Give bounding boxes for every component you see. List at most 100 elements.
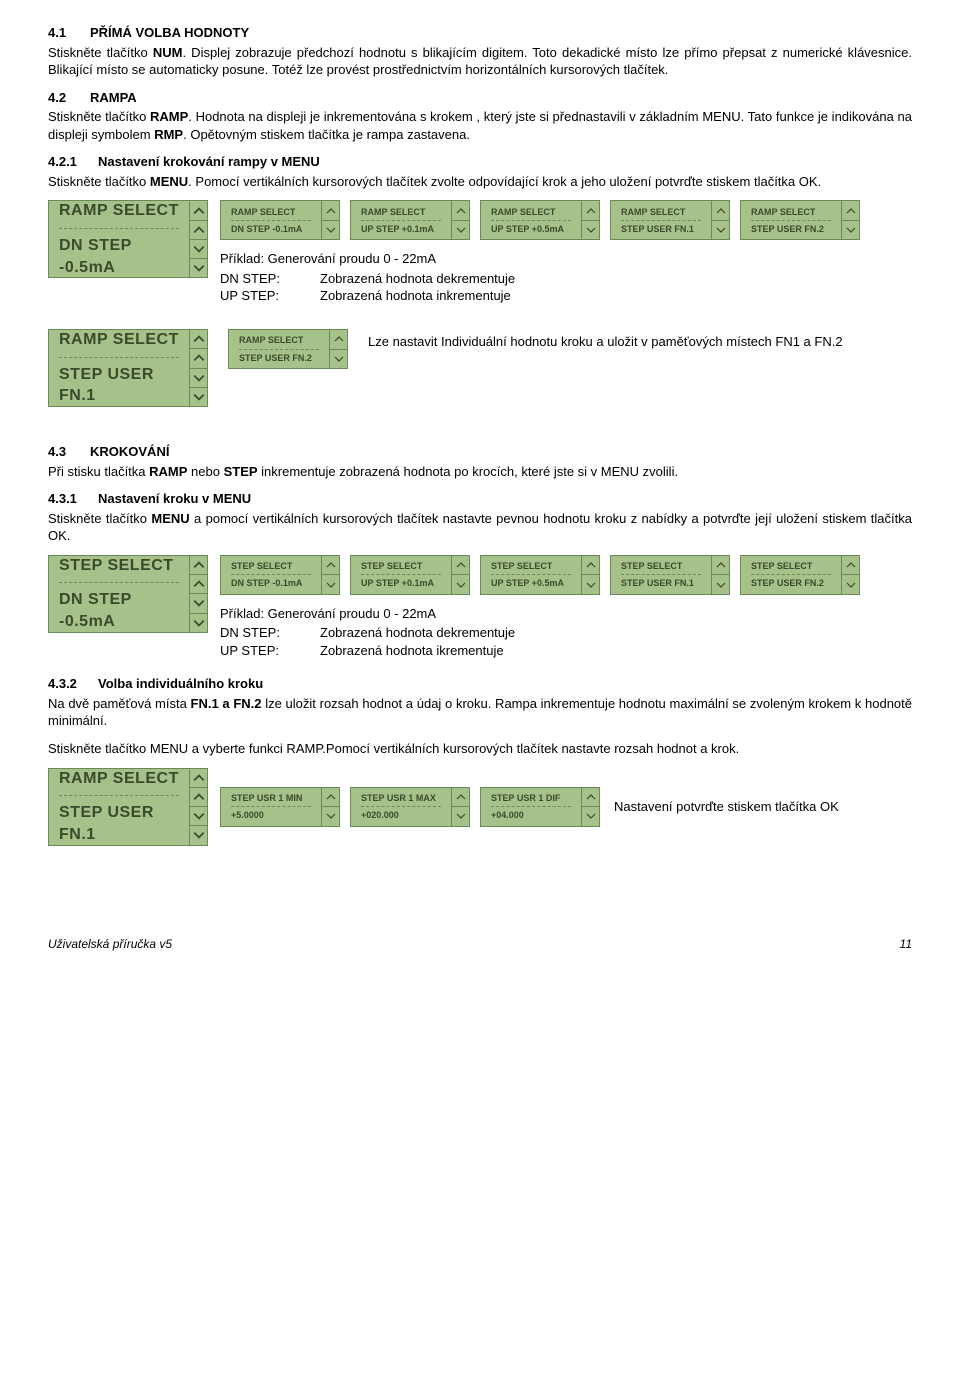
section-4-3-1-body: Stiskněte tlačítko MENU a pomocí vertiká… bbox=[48, 510, 912, 545]
lcd-ramp-user-big2: RAMP SELECT STEP USER FN.1 bbox=[48, 768, 208, 846]
lcd-line2: DN STEP -0.5mA bbox=[59, 229, 179, 278]
chevron-up-icon[interactable] bbox=[190, 348, 207, 367]
sec-title: Nastavení kroku v MENU bbox=[98, 491, 251, 506]
section-4-1-heading: 4.1PŘÍMÁ VOLBA HODNOTY bbox=[48, 24, 912, 42]
chevron-up-icon[interactable] bbox=[190, 330, 207, 348]
lcd-usr-small-2: STEP USR 1 DIF+04.000 bbox=[480, 787, 600, 827]
chevron-down-icon[interactable] bbox=[190, 825, 207, 844]
lcd-line2: DN STEP -0.1mA bbox=[231, 575, 311, 589]
lcd-ramp-small-user2: RAMP SELECTSTEP USER FN.2 bbox=[228, 329, 348, 369]
lcd-ramp-small-0: RAMP SELECTDN STEP -0.1mA bbox=[220, 200, 340, 240]
section-4-2-1-heading: 4.2.1Nastavení krokování rampy v MENU bbox=[48, 153, 912, 171]
chevron-down-icon[interactable] bbox=[452, 220, 469, 240]
chevron-down-icon[interactable] bbox=[582, 220, 599, 240]
sec-title: PŘÍMÁ VOLBA HODNOTY bbox=[90, 25, 249, 40]
lcd-arrows bbox=[581, 201, 599, 239]
step-select-row: STEP SELECT DN STEP -0.5mA STEP SELECTDN… bbox=[48, 555, 912, 660]
section-4-3-2-p1: Na dvě paměťová místa FN.1 a FN.2 lze ul… bbox=[48, 695, 912, 730]
chevron-up-icon[interactable] bbox=[190, 201, 207, 219]
chevron-up-icon[interactable] bbox=[190, 556, 207, 574]
lcd-line1: RAMP SELECT bbox=[621, 206, 701, 221]
lcd-arrows bbox=[841, 201, 859, 239]
lcd-line1: STEP SELECT bbox=[621, 560, 701, 575]
chevron-down-icon[interactable] bbox=[842, 574, 859, 594]
sec-num: 4.2 bbox=[48, 89, 90, 107]
chevron-down-icon[interactable] bbox=[712, 220, 729, 240]
chevron-down-icon[interactable] bbox=[452, 806, 469, 826]
sec-title: KROKOVÁNÍ bbox=[90, 444, 169, 459]
footer-left: Uživatelská příručka v5 bbox=[48, 936, 172, 952]
chevron-up-icon[interactable] bbox=[452, 788, 469, 807]
lcd-ramp-small-1: RAMP SELECTUP STEP +0.1mA bbox=[350, 200, 470, 240]
lcd-line2: DN STEP -0.5mA bbox=[59, 583, 179, 632]
ramp-user-config-row: RAMP SELECT STEP USER FN.1 STEP USR 1 MI… bbox=[48, 768, 912, 846]
chevron-down-icon[interactable] bbox=[190, 239, 207, 258]
usr-small-row: STEP USR 1 MIN+5.0000STEP USR 1 MAX+020.… bbox=[220, 787, 600, 827]
chevron-up-icon[interactable] bbox=[322, 788, 339, 807]
chevron-down-icon[interactable] bbox=[322, 574, 339, 594]
lcd-line2: UP STEP +0.1mA bbox=[361, 221, 441, 235]
ramp-select-row: RAMP SELECT DN STEP -0.5mA RAMP SELECTDN… bbox=[48, 200, 912, 305]
lcd-arrows bbox=[451, 556, 469, 594]
ramp-user-row: RAMP SELECT STEP USER FN.1 RAMP SELECTST… bbox=[48, 329, 912, 407]
section-4-3-heading: 4.3KROKOVÁNÍ bbox=[48, 443, 912, 461]
lcd-line2: STEP USER FN.2 bbox=[751, 575, 831, 589]
section-4-3-1-heading: 4.3.1Nastavení kroku v MENU bbox=[48, 490, 912, 508]
lcd-line2: +5.0000 bbox=[231, 807, 311, 821]
chevron-up-icon[interactable] bbox=[190, 769, 207, 787]
chevron-up-icon[interactable] bbox=[190, 220, 207, 239]
lcd-arrows bbox=[329, 330, 347, 368]
page-footer: Uživatelská příručka v5 11 bbox=[48, 936, 912, 952]
lcd-line1: STEP USR 1 DIF bbox=[491, 792, 571, 807]
lcd-line1: RAMP SELECT bbox=[361, 206, 441, 221]
lcd-arrows bbox=[581, 788, 599, 826]
chevron-down-icon[interactable] bbox=[582, 806, 599, 826]
chevron-up-icon[interactable] bbox=[842, 556, 859, 575]
chevron-up-icon[interactable] bbox=[330, 330, 347, 349]
sec-title: Volba individuálního kroku bbox=[98, 676, 263, 691]
chevron-down-icon[interactable] bbox=[190, 593, 207, 612]
chevron-up-icon[interactable] bbox=[582, 788, 599, 807]
chevron-up-icon[interactable] bbox=[190, 787, 207, 806]
lcd-line1: RAMP SELECT bbox=[239, 334, 319, 349]
lcd-arrows bbox=[451, 201, 469, 239]
lcd-ramp-small-4: RAMP SELECTSTEP USER FN.2 bbox=[740, 200, 860, 240]
lcd-arrows bbox=[189, 201, 207, 277]
lcd-arrows bbox=[711, 201, 729, 239]
section-4-2-body: Stiskněte tlačítko RAMP. Hodnota na disp… bbox=[48, 108, 912, 143]
chevron-up-icon[interactable] bbox=[322, 556, 339, 575]
chevron-down-icon[interactable] bbox=[190, 613, 207, 632]
chevron-up-icon[interactable] bbox=[452, 201, 469, 220]
chevron-down-icon[interactable] bbox=[322, 220, 339, 240]
chevron-down-icon[interactable] bbox=[190, 368, 207, 387]
chevron-down-icon[interactable] bbox=[190, 387, 207, 406]
sec-num: 4.1 bbox=[48, 24, 90, 42]
chevron-down-icon[interactable] bbox=[582, 574, 599, 594]
lcd-ramp-user-big: RAMP SELECT STEP USER FN.1 bbox=[48, 329, 208, 407]
lcd-line2: UP STEP +0.5mA bbox=[491, 575, 571, 589]
chevron-up-icon[interactable] bbox=[582, 556, 599, 575]
chevron-up-icon[interactable] bbox=[190, 574, 207, 593]
chevron-up-icon[interactable] bbox=[322, 201, 339, 220]
chevron-down-icon[interactable] bbox=[452, 574, 469, 594]
chevron-down-icon[interactable] bbox=[712, 574, 729, 594]
lcd-line2: UP STEP +0.5mA bbox=[491, 221, 571, 235]
chevron-down-icon[interactable] bbox=[190, 806, 207, 825]
lcd-line2: STEP USER FN.1 bbox=[59, 796, 179, 845]
chevron-up-icon[interactable] bbox=[582, 201, 599, 220]
lcd-line2: UP STEP +0.1mA bbox=[361, 575, 441, 589]
lcd-arrows bbox=[321, 788, 339, 826]
chevron-up-icon[interactable] bbox=[712, 201, 729, 220]
lcd-ramp-small-3: RAMP SELECTSTEP USER FN.1 bbox=[610, 200, 730, 240]
lcd-ramp-small-2: RAMP SELECTUP STEP +0.5mA bbox=[480, 200, 600, 240]
chevron-down-icon[interactable] bbox=[842, 220, 859, 240]
chevron-down-icon[interactable] bbox=[322, 806, 339, 826]
chevron-down-icon[interactable] bbox=[330, 349, 347, 369]
lcd-line1: RAMP SELECT bbox=[59, 200, 179, 229]
chevron-up-icon[interactable] bbox=[842, 201, 859, 220]
chevron-up-icon[interactable] bbox=[712, 556, 729, 575]
lcd-line2: +04.000 bbox=[491, 807, 571, 821]
sec-title: RAMPA bbox=[90, 90, 137, 105]
chevron-up-icon[interactable] bbox=[452, 556, 469, 575]
chevron-down-icon[interactable] bbox=[190, 258, 207, 277]
